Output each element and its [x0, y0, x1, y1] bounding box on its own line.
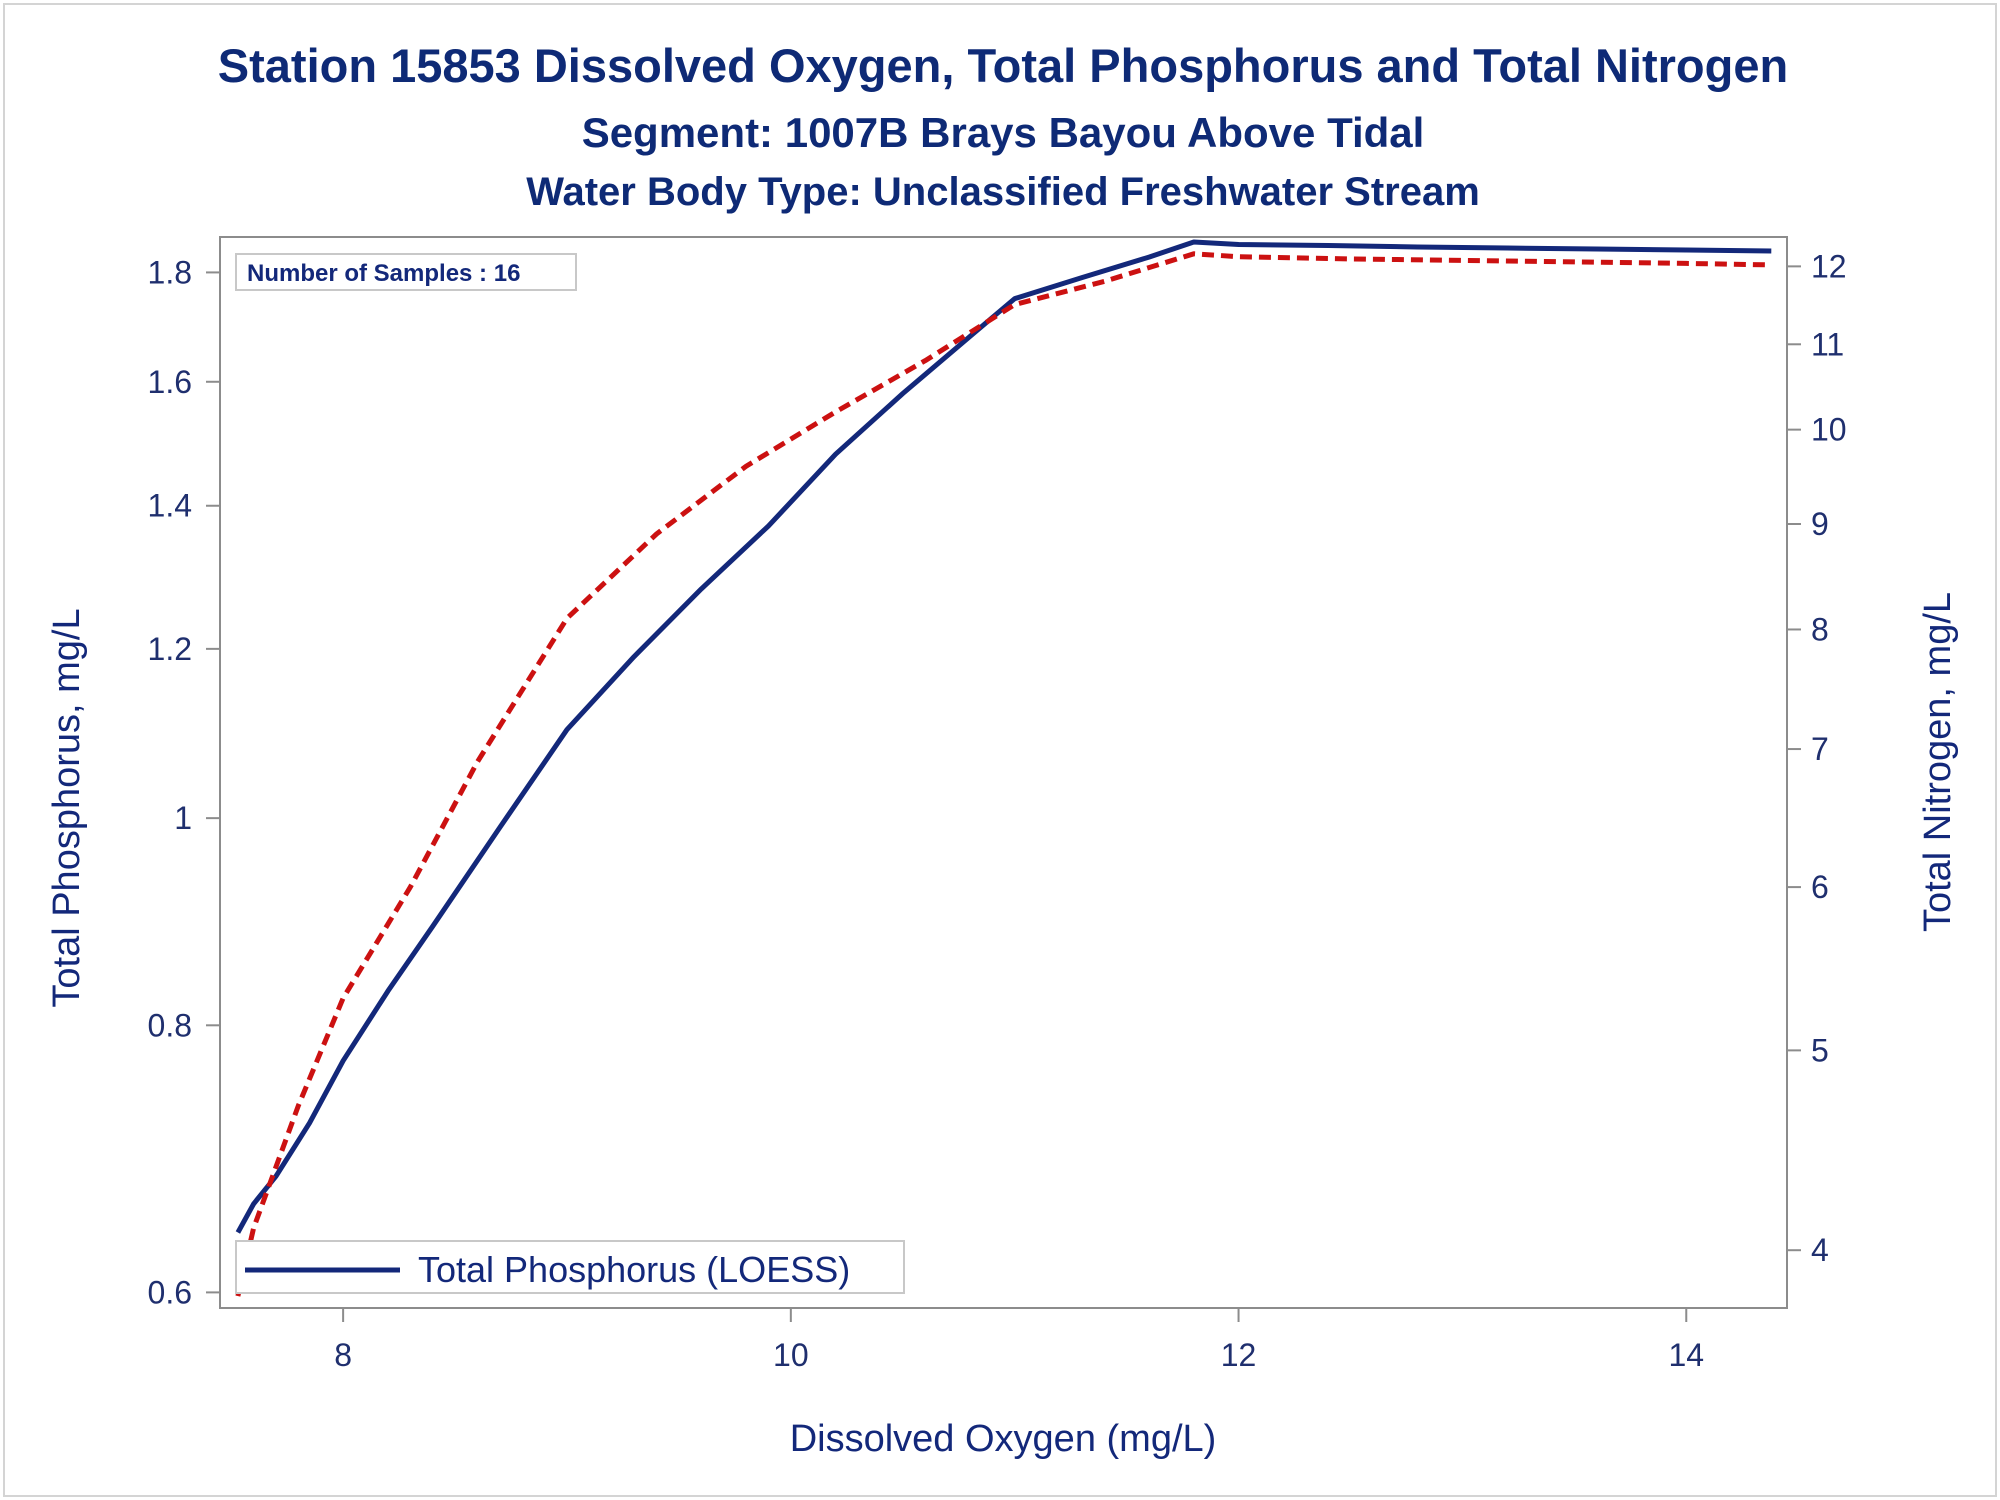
y-tick-label: 1.4 — [148, 488, 192, 524]
x-tick-label: 12 — [1221, 1337, 1257, 1373]
legend: Total Phosphorus (LOESS) — [235, 1240, 905, 1294]
y2-tick-label: 4 — [1811, 1232, 1829, 1268]
chart-subtitle-water-body: Water Body Type: Unclassified Freshwater… — [526, 170, 1480, 214]
y2-tick-label: 11 — [1811, 326, 1844, 362]
y-axis-label: Total Phosphorus, mg/L — [46, 608, 88, 1007]
legend-box — [235, 1240, 905, 1294]
y2-tick-label: 8 — [1811, 611, 1829, 647]
y2-tick-label: 10 — [1811, 412, 1847, 448]
y2-axis-label: Total Nitrogen, mg/L — [1917, 592, 1959, 932]
sample-count-box — [235, 253, 577, 291]
series-line-total-phosphorus-loess — [235, 239, 1772, 1234]
y2-tick-label: 6 — [1811, 869, 1829, 905]
chart-title: Station 15853 Dissolved Oxygen, Total Ph… — [218, 39, 1788, 92]
plot-border — [219, 236, 1788, 1309]
legend-label-total-phosphorus: Total Phosphorus (LOESS) — [418, 1249, 850, 1290]
y-tick-label: 0.8 — [148, 1007, 192, 1043]
plot-area: 8 10 12 14 0.6 0.8 1 1.2 1.4 1.6 1.8 4 5 6 7 8 9 10 11 12 — [148, 236, 1847, 1373]
chart-subtitle: Segment: 1007B Brays Bayou Above Tidal — [582, 109, 1425, 156]
y-tick-label: 1.8 — [148, 254, 192, 290]
x-tick-label: 10 — [773, 1337, 809, 1373]
y-tick-label: 0.6 — [148, 1274, 192, 1310]
y2-tick-label: 9 — [1811, 506, 1829, 542]
sample-count-text: Number of Samples : 16 — [247, 260, 520, 287]
y2-tick-label: 12 — [1811, 248, 1847, 284]
y2-tick-label: 5 — [1811, 1032, 1829, 1068]
x-tick-label: 14 — [1668, 1337, 1704, 1373]
y-tick-label: 1.6 — [148, 364, 192, 400]
y2-tick-label: 7 — [1811, 731, 1829, 767]
x-tick-label: 8 — [334, 1337, 352, 1373]
y-tick-label: 1.2 — [148, 631, 192, 667]
chart-frame — [3, 3, 1997, 1497]
series-line-total-nitrogen-loess — [235, 251, 1772, 1297]
x-axis-label: Dissolved Oxygen (mg/L) — [790, 1418, 1217, 1460]
y-tick-label: 1 — [174, 800, 192, 836]
